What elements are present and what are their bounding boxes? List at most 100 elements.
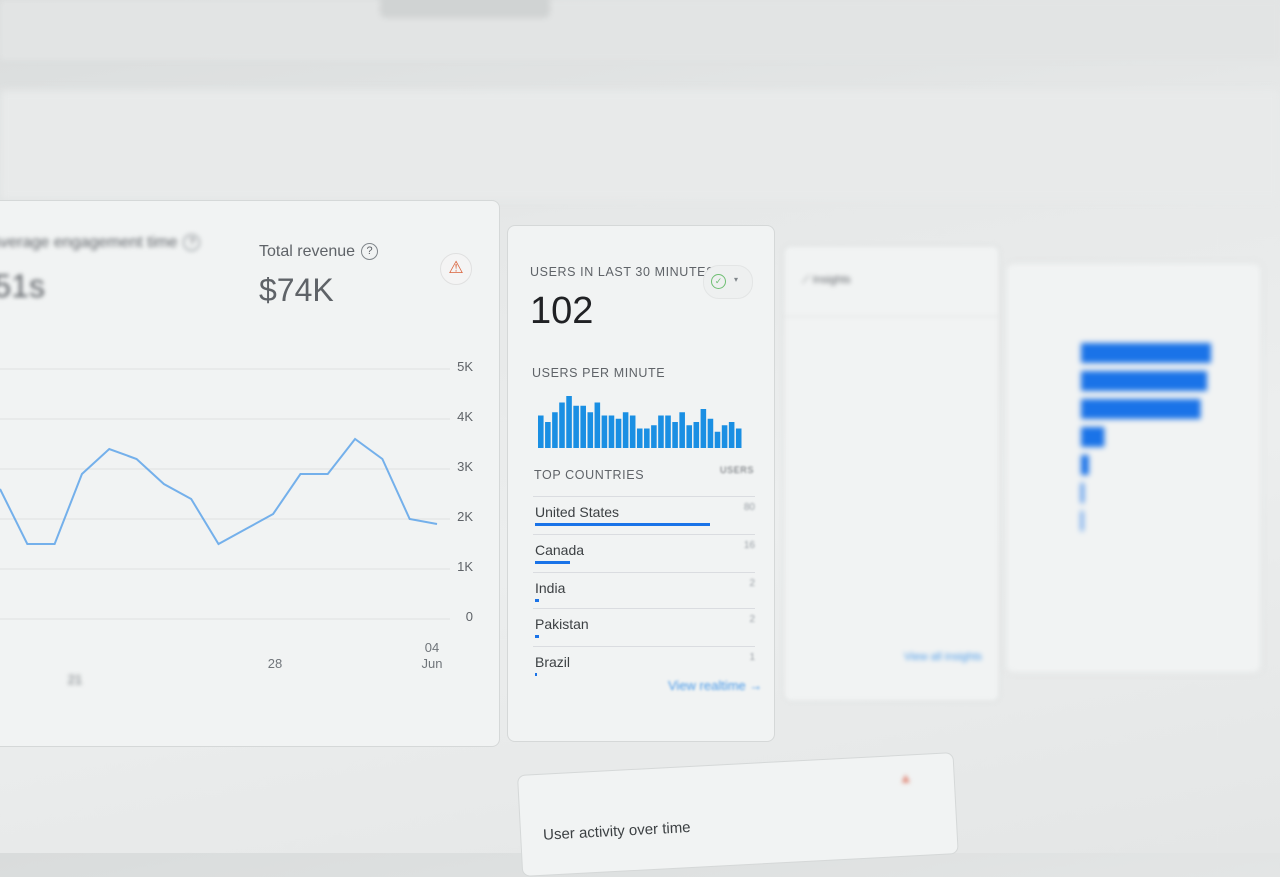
engagement-value: 1m 51s	[0, 268, 45, 305]
x-tick-day: 04	[412, 640, 452, 656]
engagement-label-text: Average engagement time	[0, 234, 177, 251]
users-column-header: USERS	[720, 465, 754, 475]
y-tick-label: 3K	[443, 459, 473, 474]
users-per-minute-bar	[644, 429, 650, 449]
horizontal-bar	[1081, 483, 1084, 503]
warning-icon[interactable]: ⚠	[440, 253, 472, 285]
country-share-bar	[535, 673, 537, 676]
header-band	[0, 90, 1280, 200]
users-per-minute-bar	[729, 422, 735, 448]
insights-icon: ⟋	[802, 274, 813, 286]
country-users: 2	[735, 578, 755, 589]
country-share-bar	[535, 561, 570, 564]
revenue-metric-label: Total revenue?	[259, 243, 378, 261]
country-users: 80	[735, 502, 755, 513]
users-per-minute-bar	[651, 425, 657, 448]
country-share-bar	[535, 635, 539, 638]
horizontal-bar-chart	[1081, 343, 1231, 543]
users-per-minute-bar	[602, 416, 608, 449]
country-name: India	[535, 580, 565, 596]
realtime-title: USERS IN LAST 30 MINUTES	[530, 265, 715, 279]
horizontal-bar	[1081, 371, 1207, 391]
users-per-minute-bar	[658, 416, 664, 449]
divider	[533, 534, 755, 535]
x-tick-label: 28	[255, 656, 295, 672]
horizontal-bar	[1081, 399, 1201, 419]
arrow-right-icon: →	[749, 678, 762, 693]
user-activity-title: User activity over time	[543, 819, 691, 844]
users-per-minute-bar	[736, 429, 742, 449]
users-per-minute-bar	[545, 422, 551, 448]
users-per-minute-bar	[580, 406, 586, 448]
country-share-bar	[535, 599, 539, 602]
users-per-minute-bar	[623, 412, 629, 448]
x-tick-label: 21	[55, 672, 95, 688]
users-per-minute-bar	[679, 412, 685, 448]
divider	[533, 572, 755, 573]
status-dropdown[interactable]: ✓▾	[703, 265, 753, 299]
divider	[784, 316, 999, 317]
users-per-minute-bar	[665, 416, 671, 449]
x-tick-month: Jun	[412, 656, 452, 672]
divider	[533, 608, 755, 609]
top-bar	[0, 0, 1280, 60]
x-tick-day: 28	[255, 656, 295, 672]
country-users: 2	[735, 614, 755, 625]
insights-card: ⟋ Insights View all insights	[783, 245, 1000, 702]
help-icon[interactable]: ?	[361, 243, 378, 260]
check-circle-icon: ✓	[711, 274, 726, 289]
search-bar[interactable]	[380, 0, 550, 18]
y-tick-label: 5K	[443, 359, 473, 374]
country-share-bar	[535, 523, 710, 526]
users-per-minute-bar	[587, 412, 593, 448]
user-activity-card: User activity over time ▲	[517, 752, 959, 877]
view-realtime-link[interactable]: View realtime →	[668, 678, 762, 693]
y-tick-label: 0	[443, 609, 473, 624]
blurred-report-card	[1005, 262, 1262, 674]
users-per-minute-chart	[538, 390, 743, 450]
users-per-minute-bar	[595, 403, 601, 449]
country-users: 16	[735, 540, 755, 551]
engagement-metric-label: Average engagement time?	[0, 234, 200, 252]
users-per-minute-bar	[672, 422, 678, 448]
users-per-minute-bar	[573, 406, 579, 448]
revenue-label-text: Total revenue	[259, 243, 355, 260]
horizontal-bar	[1081, 511, 1083, 531]
users-per-minute-bar	[538, 416, 544, 449]
horizontal-bar	[1081, 343, 1211, 363]
users-per-minute-bar	[637, 429, 643, 449]
users-per-minute-bar	[566, 396, 572, 448]
users-per-minute-bar	[630, 416, 636, 449]
users-per-minute-bar	[715, 432, 721, 448]
chevron-down-icon: ▾	[734, 275, 738, 284]
y-tick-label: 1K	[443, 559, 473, 574]
horizontal-bar	[1081, 427, 1104, 447]
users-per-minute-bar	[552, 412, 558, 448]
revenue-series-line	[0, 439, 437, 544]
y-tick-label: 4K	[443, 409, 473, 424]
insights-title-text: Insights	[813, 274, 851, 286]
users-per-minute-bar	[559, 403, 565, 449]
warning-icon[interactable]: ▲	[898, 769, 913, 786]
users-per-minute-bar	[694, 422, 700, 448]
divider	[533, 646, 755, 647]
revenue-value: $74K	[259, 272, 334, 309]
users-per-minute-bar	[609, 416, 615, 449]
x-tick-day: 21	[55, 672, 95, 688]
users-per-minute-bar	[686, 425, 692, 448]
users-per-minute-label: USERS PER MINUTE	[532, 366, 665, 380]
realtime-user-count: 102	[530, 290, 593, 333]
divider	[533, 496, 755, 497]
users-per-minute-bar	[701, 409, 707, 448]
country-name: Pakistan	[535, 616, 589, 632]
top-countries-label: TOP COUNTRIES	[534, 468, 644, 482]
users-per-minute-bar	[722, 425, 728, 448]
users-per-minute-bar	[616, 419, 622, 448]
view-all-insights-link[interactable]: View all insights	[904, 651, 982, 663]
country-name: United States	[535, 504, 619, 520]
view-realtime-text: View realtime	[668, 678, 746, 693]
y-tick-label: 2K	[443, 509, 473, 524]
country-users: 1	[735, 652, 755, 663]
help-icon[interactable]: ?	[183, 234, 200, 251]
